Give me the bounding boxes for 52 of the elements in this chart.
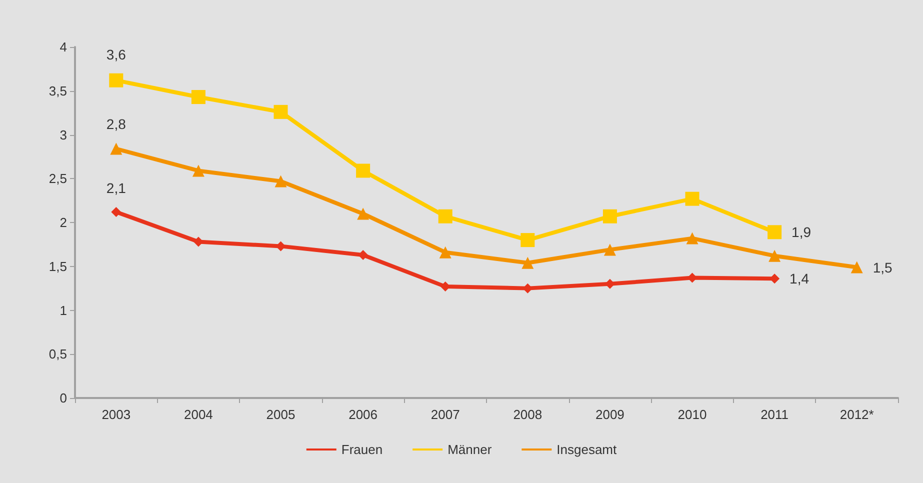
point (111, 206, 122, 217)
x-tick-label: 2012* (840, 407, 874, 422)
point (440, 282, 450, 292)
legend-label: Insgesamt (556, 442, 618, 457)
point (438, 209, 452, 224)
point (191, 90, 206, 104)
point (685, 192, 700, 206)
point (768, 250, 781, 262)
point (439, 246, 452, 258)
y-tick-label: 2,5 (48, 171, 67, 186)
y-tick-label: 3 (60, 127, 67, 142)
data-label: 1,5 (872, 259, 893, 276)
point (522, 256, 534, 269)
y-tick-label: 3,5 (48, 83, 67, 98)
legend-label: Männer (448, 442, 492, 457)
data-label: 2,1 (106, 180, 126, 196)
y-tick-label: 1,5 (48, 258, 67, 274)
y-tick-label: 0,5 (48, 346, 67, 362)
x-tick-label: 2008 (513, 407, 542, 422)
data-label: 1,9 (792, 224, 812, 240)
y-tick-label: 4 (60, 40, 67, 54)
data-label: 2,8 (106, 116, 126, 132)
point (109, 73, 124, 88)
point (192, 164, 204, 177)
x-tick-label: 2011 (760, 407, 789, 422)
point (357, 208, 370, 220)
point (850, 261, 863, 274)
point (768, 225, 782, 240)
x-tick-label: 2003 (102, 407, 131, 422)
point (193, 236, 204, 247)
point (602, 209, 617, 224)
x-tick-label: 2010 (678, 407, 707, 422)
data-label: 3,6 (106, 46, 126, 62)
x-tick-label: 2005 (266, 407, 296, 422)
legend-label: Frauen (341, 442, 383, 457)
data-label: 1,4 (790, 270, 810, 287)
x-tick-label: 2009 (595, 407, 624, 422)
point (520, 233, 535, 248)
point (604, 244, 616, 256)
y-tick-label: 1 (60, 302, 67, 318)
point (274, 175, 287, 188)
y-tick-label: 2 (60, 215, 67, 230)
point (358, 250, 368, 260)
x-tick-label: 2007 (430, 407, 460, 422)
x-tick-label: 2006 (348, 407, 378, 422)
x-tick-label: 2004 (184, 407, 213, 422)
point (770, 274, 780, 284)
point (110, 142, 122, 155)
point (274, 104, 288, 119)
point (356, 164, 370, 178)
y-tick-label: 0 (60, 390, 67, 406)
point (686, 232, 698, 244)
